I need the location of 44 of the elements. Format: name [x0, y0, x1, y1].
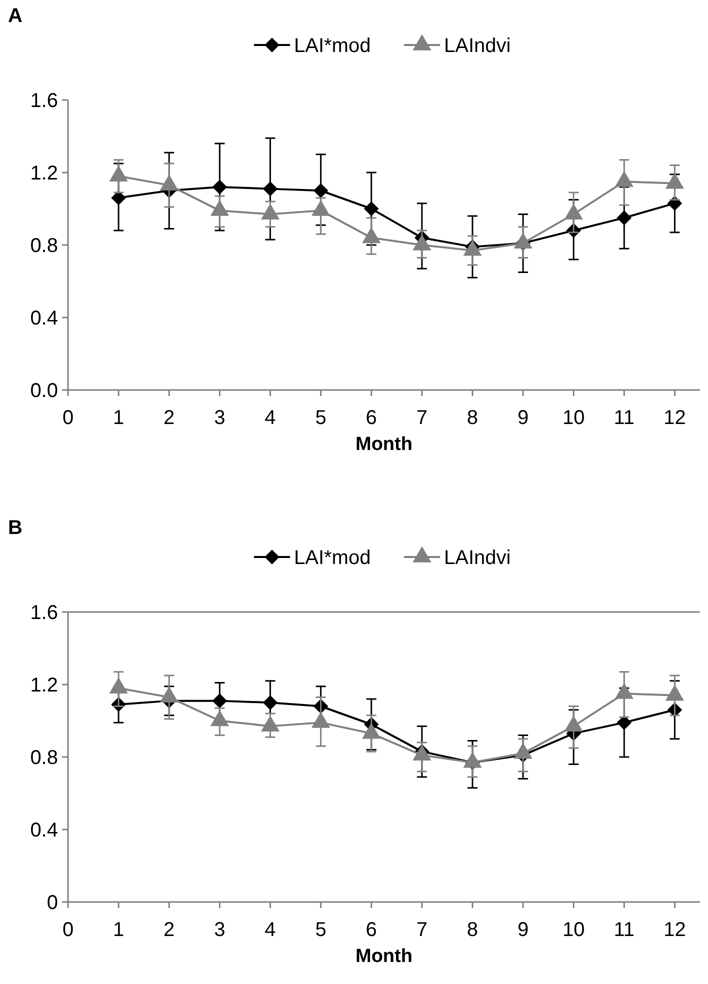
x-tick-label: 5 — [315, 407, 326, 429]
chart-title: B — [8, 517, 22, 539]
x-tick-label: 2 — [164, 919, 175, 941]
x-tick-label: 4 — [264, 407, 276, 429]
x-axis-title: Month — [356, 946, 412, 967]
x-tick-label: 4 — [264, 919, 276, 941]
x-tick-label: 7 — [416, 407, 428, 429]
x-tick-label: 0 — [62, 919, 74, 941]
x-tick-label: 1 — [112, 919, 124, 941]
legend-label: LAI*mod — [294, 547, 371, 569]
x-tick-label: 3 — [214, 407, 226, 429]
y-tick-label: 1.6 — [30, 602, 58, 624]
y-tick-label: 0.4 — [30, 820, 58, 842]
legend-label: LAI*mod — [294, 35, 371, 57]
x-tick-label: 2 — [164, 407, 175, 429]
y-tick-label: 1.2 — [30, 674, 58, 696]
x-tick-label: 7 — [416, 919, 428, 941]
legend-label: LAIndvi — [444, 35, 511, 57]
x-tick-label: 6 — [366, 919, 377, 941]
chart-title: A — [8, 5, 22, 27]
y-tick-label: 0.8 — [30, 747, 58, 769]
x-tick-label: 11 — [614, 407, 635, 429]
x-tick-label: 10 — [562, 407, 585, 429]
x-tick-label: 10 — [562, 919, 585, 941]
y-tick-label: 0.8 — [30, 235, 58, 257]
y-tick-label: 0.4 — [30, 308, 58, 330]
x-tick-label: 8 — [466, 919, 478, 941]
x-tick-label: 3 — [214, 919, 226, 941]
x-tick-label: 12 — [664, 407, 686, 429]
y-tick-label: 1.6 — [30, 90, 58, 112]
x-tick-label: 0 — [62, 407, 74, 429]
y-tick-label: 0 — [46, 892, 58, 914]
x-tick-label: 5 — [315, 919, 326, 941]
y-tick-label: 0.0 — [30, 380, 58, 402]
x-tick-label: 12 — [664, 919, 686, 941]
x-tick-label: 8 — [466, 407, 478, 429]
legend-label: LAIndvi — [444, 547, 511, 569]
y-tick-label: 1.2 — [30, 162, 58, 184]
x-tick-label: 9 — [517, 407, 529, 429]
x-tick-label: 11 — [614, 919, 635, 941]
x-tick-label: 6 — [366, 407, 377, 429]
x-tick-label: 1 — [112, 407, 124, 429]
x-tick-label: 9 — [517, 919, 529, 941]
x-axis-title: Month — [356, 434, 412, 455]
